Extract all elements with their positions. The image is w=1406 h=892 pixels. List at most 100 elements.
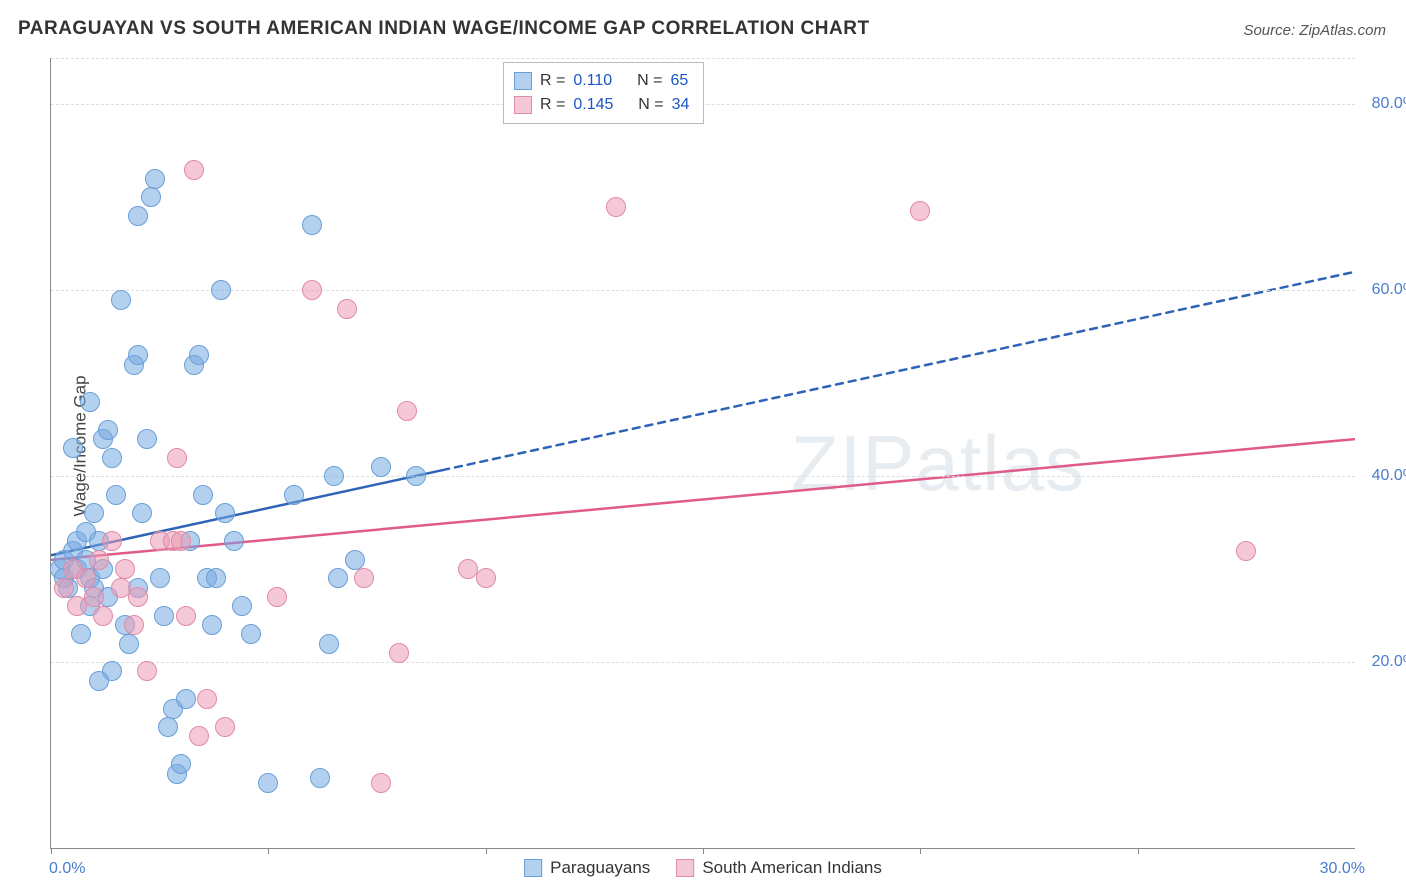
data-point-paraguayans — [193, 485, 213, 505]
data-point-paraguayans — [224, 531, 244, 551]
plot-area: ZIPatlas 20.0%40.0%60.0%80.0%0.0%30.0%R … — [50, 58, 1355, 849]
data-point-paraguayans — [111, 290, 131, 310]
data-point-paraguayans — [158, 717, 178, 737]
y-tick-label: 20.0% — [1372, 653, 1406, 671]
stats-row: R =0.110 N =65 — [514, 69, 689, 93]
data-point-paraguayans — [176, 689, 196, 709]
x-tick — [51, 848, 52, 854]
x-tick — [703, 848, 704, 854]
stat-value: 34 — [672, 93, 690, 117]
data-point-paraguayans — [324, 466, 344, 486]
data-point-south_american_indians — [102, 531, 122, 551]
data-point-south_american_indians — [371, 773, 391, 793]
x-tick-label-start: 0.0% — [49, 860, 85, 878]
data-point-south_american_indians — [389, 643, 409, 663]
data-point-south_american_indians — [910, 201, 930, 221]
data-point-south_american_indians — [197, 689, 217, 709]
data-point-paraguayans — [150, 568, 170, 588]
x-tick — [268, 848, 269, 854]
stat-value: 65 — [670, 69, 688, 93]
chart-title: PARAGUAYAN VS SOUTH AMERICAN INDIAN WAGE… — [18, 18, 870, 40]
swatch-icon — [514, 72, 532, 90]
data-point-paraguayans — [132, 503, 152, 523]
data-point-south_american_indians — [124, 615, 144, 635]
data-point-paraguayans — [137, 429, 157, 449]
data-point-paraguayans — [84, 503, 104, 523]
gridline — [51, 476, 1355, 477]
data-point-south_american_indians — [397, 401, 417, 421]
data-point-south_american_indians — [337, 299, 357, 319]
data-point-paraguayans — [154, 606, 174, 626]
data-point-paraguayans — [128, 206, 148, 226]
gridline — [51, 662, 1355, 663]
data-point-paraguayans — [206, 568, 226, 588]
data-point-paraguayans — [63, 438, 83, 458]
data-point-south_american_indians — [476, 568, 496, 588]
stat-label: R = — [540, 69, 565, 93]
data-point-south_american_indians — [76, 568, 96, 588]
data-point-paraguayans — [215, 503, 235, 523]
data-point-south_american_indians — [128, 587, 148, 607]
data-point-paraguayans — [89, 671, 109, 691]
data-point-south_american_indians — [302, 280, 322, 300]
stats-box: R =0.110 N =65R =0.145 N =34 — [503, 62, 704, 124]
data-point-paraguayans — [202, 615, 222, 635]
data-point-paraguayans — [345, 550, 365, 570]
stat-label: R = — [540, 93, 565, 117]
data-point-south_american_indians — [606, 197, 626, 217]
data-point-paraguayans — [145, 169, 165, 189]
x-tick — [1138, 848, 1139, 854]
trend-overlay — [51, 58, 1355, 848]
legend-item: Paraguayans — [524, 858, 650, 878]
y-tick-label: 60.0% — [1372, 281, 1406, 299]
data-point-paraguayans — [119, 634, 139, 654]
data-point-paraguayans — [106, 485, 126, 505]
source-label: Source: ZipAtlas.com — [1243, 22, 1386, 39]
x-tick-label-end: 30.0% — [1320, 860, 1365, 878]
x-tick — [920, 848, 921, 854]
data-point-paraguayans — [258, 773, 278, 793]
data-point-paraguayans — [406, 466, 426, 486]
data-point-south_american_indians — [84, 587, 104, 607]
data-point-paraguayans — [310, 768, 330, 788]
data-point-paraguayans — [211, 280, 231, 300]
data-point-paraguayans — [371, 457, 391, 477]
data-point-paraguayans — [232, 596, 252, 616]
data-point-south_american_indians — [1236, 541, 1256, 561]
x-tick — [486, 848, 487, 854]
data-point-south_american_indians — [93, 606, 113, 626]
chart-root: PARAGUAYAN VS SOUTH AMERICAN INDIAN WAGE… — [0, 0, 1406, 892]
y-tick-label: 80.0% — [1372, 95, 1406, 113]
swatch-icon — [676, 859, 694, 877]
swatch-icon — [524, 859, 542, 877]
data-point-south_american_indians — [184, 160, 204, 180]
data-point-paraguayans — [98, 420, 118, 440]
legend: Paraguayans South American Indians — [524, 858, 882, 878]
data-point-south_american_indians — [215, 717, 235, 737]
stat-value: 0.145 — [573, 93, 613, 117]
data-point-south_american_indians — [176, 606, 196, 626]
y-tick-label: 40.0% — [1372, 467, 1406, 485]
data-point-south_american_indians — [354, 568, 374, 588]
data-point-south_american_indians — [189, 726, 209, 746]
watermark: ZIPatlas — [791, 418, 1085, 509]
data-point-paraguayans — [241, 624, 261, 644]
data-point-south_american_indians — [267, 587, 287, 607]
legend-item: South American Indians — [676, 858, 882, 878]
data-point-paraguayans — [80, 392, 100, 412]
stat-label: N = — [638, 93, 663, 117]
data-point-paraguayans — [189, 345, 209, 365]
data-point-south_american_indians — [89, 550, 109, 570]
data-point-paraguayans — [284, 485, 304, 505]
data-point-paraguayans — [128, 345, 148, 365]
stats-row: R = 0.145 N = 34 — [514, 93, 689, 117]
data-point-south_american_indians — [54, 578, 74, 598]
data-point-south_american_indians — [115, 559, 135, 579]
legend-label: South American Indians — [702, 858, 882, 878]
data-point-paraguayans — [171, 754, 191, 774]
data-point-south_american_indians — [167, 448, 187, 468]
data-point-paraguayans — [328, 568, 348, 588]
data-point-paraguayans — [319, 634, 339, 654]
stat-label: N = — [637, 69, 662, 93]
data-point-south_american_indians — [137, 661, 157, 681]
